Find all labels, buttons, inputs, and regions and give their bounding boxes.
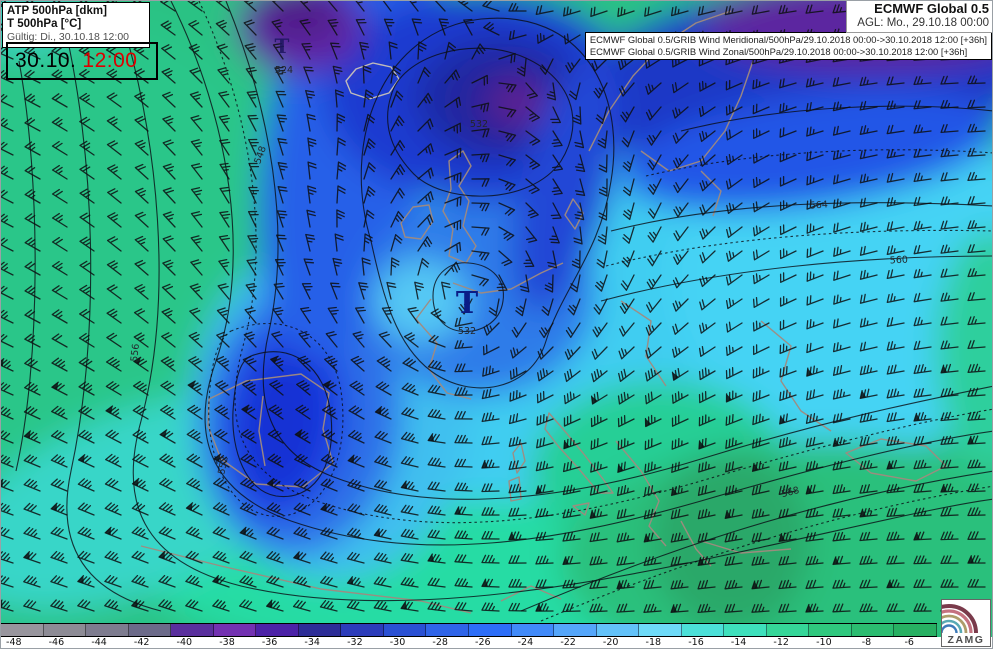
scale-swatch — [128, 624, 172, 636]
svg-text:524: 524 — [275, 65, 293, 76]
scale-swatch — [298, 624, 342, 636]
geopotential-contours — [15, 1, 992, 622]
svg-text:532: 532 — [458, 326, 476, 337]
scale-tick-label: -26 — [475, 637, 491, 648]
scale-swatch — [894, 624, 938, 636]
scale-tick-label: -44 — [91, 637, 107, 648]
grib-source-box: ECMWF Global 0.5/GRIB Wind Meridional/50… — [584, 32, 992, 60]
scale-tick-label: -8 — [861, 637, 872, 648]
scale-tick-label: -42 — [133, 637, 150, 648]
zamg-logo-arcs-icon: ZAMG — [920, 604, 985, 646]
model-name: ECMWF Global 0.5 — [874, 1, 989, 16]
scale-swatch — [511, 624, 555, 636]
scale-tick-label: -20 — [602, 637, 619, 648]
scale-labels: -48 -46 -44 -42 -40 -38 -36 -34 -32 -30 -28 -26 -24 -… — [1, 637, 992, 648]
scale-tick-label: -22 — [560, 637, 576, 648]
scale-swatch — [639, 624, 682, 636]
scale-swatch — [681, 624, 725, 636]
scale-tick-label: -6 — [904, 637, 914, 648]
scale-swatch — [426, 624, 470, 636]
scale-tick-label: -12 — [773, 637, 789, 648]
scale-tick-label: -14 — [730, 637, 747, 648]
scale-tick-label: -46 — [48, 637, 65, 648]
scale-tick-label: -30 — [389, 637, 406, 648]
svg-text:T: T — [275, 34, 290, 58]
grib-line-meridional: ECMWF Global 0.5/GRIB Wind Meridional/50… — [589, 34, 987, 45]
scale-swatch — [554, 624, 597, 636]
scale-tick-label: -16 — [688, 637, 704, 648]
date-label: 30.10. — [15, 49, 77, 72]
scale-tick-label: -40 — [176, 637, 193, 648]
model-info-box: ECMWF Global 0.5 AGL: Mo., 29.10.18 00:0… — [846, 1, 992, 33]
scale-swatch — [596, 624, 640, 636]
scale-swatch — [171, 624, 214, 636]
temperature-color-scale: -48 -46 -44 -42 -40 -38 -36 -34 -32 -30 -28 -26 -24 -… — [1, 623, 992, 648]
scale-swatch — [43, 624, 87, 636]
zamg-logo: ZAMG — [920, 599, 991, 647]
svg-text:560: 560 — [890, 255, 909, 267]
datetime-box: 30.10. 12:00 — [6, 42, 158, 80]
scale-swatch — [809, 624, 852, 636]
valid-time-label: Gültig: Di., 30.10.18 12:00 — [7, 31, 129, 43]
scale-swatch — [724, 624, 767, 636]
zamg-logo-text: ZAMG — [948, 634, 985, 646]
scale-tick-label: -48 — [6, 637, 22, 648]
scale-tick-label: -10 — [816, 637, 832, 648]
scale-swatch — [766, 624, 810, 636]
scale-tick-label: -32 — [347, 637, 363, 648]
scale-tick-label: -36 — [261, 637, 278, 648]
scale-swatch — [86, 624, 129, 636]
scale-swatch — [851, 624, 895, 636]
svg-text:568: 568 — [780, 485, 800, 500]
svg-text:564: 564 — [809, 199, 828, 211]
scale-tick-label: -28 — [432, 637, 448, 648]
model-run-label: AGL: Mo., 29.10.18 00:00 — [857, 17, 989, 29]
scale-tick-label: -34 — [304, 637, 320, 648]
scale-tick-label: -18 — [645, 637, 662, 648]
svg-text:T: T — [456, 286, 479, 321]
scale-swatch — [1, 624, 44, 636]
layer-title-temperature: T 500hPa [°C] — [7, 17, 82, 30]
svg-text:532: 532 — [470, 119, 488, 130]
layer-info-box: ATP 500hPa [dkm] T 500hPa [°C] Gültig: D… — [2, 2, 150, 48]
svg-text:556: 556 — [129, 343, 142, 362]
low-pressure-markers: TT — [275, 34, 479, 321]
layer-title-geopotential: ATP 500hPa [dkm] — [7, 5, 107, 17]
scale-swatch — [256, 624, 299, 636]
time-label: 12:00 — [82, 49, 138, 72]
grib-line-zonal: ECMWF Global 0.5/GRIB Wind Zonal/500hPa/… — [589, 46, 968, 57]
scale-swatch — [383, 624, 427, 636]
scale-tick-label: -24 — [517, 637, 534, 648]
scale-swatches — [1, 623, 938, 637]
scale-swatch — [213, 624, 257, 636]
scale-tick-label: -38 — [219, 637, 235, 648]
svg-text:552: 552 — [216, 455, 231, 475]
scale-swatch — [469, 624, 512, 636]
scale-swatch — [341, 624, 384, 636]
